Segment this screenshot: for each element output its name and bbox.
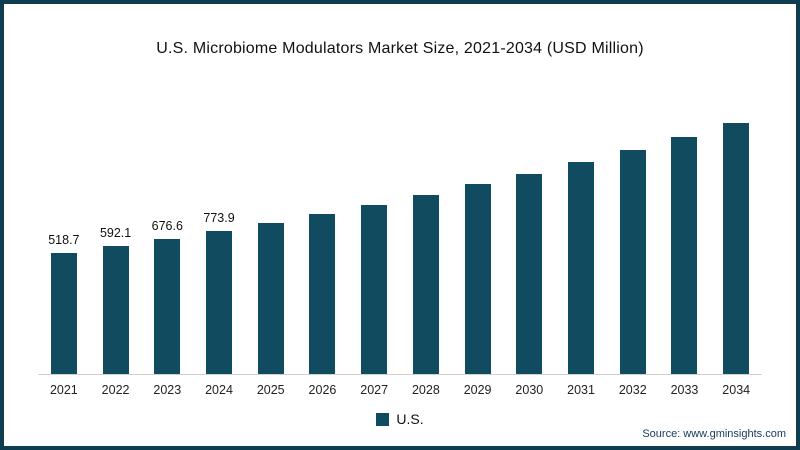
- source-attribution: Source: www.gminsights.com: [642, 428, 786, 440]
- bar: [102, 246, 129, 374]
- bar-column: [607, 130, 659, 374]
- bar: [361, 205, 388, 374]
- legend-swatch-icon: [376, 412, 390, 426]
- legend-label: U.S.: [396, 411, 424, 427]
- bar-column: [348, 185, 400, 374]
- plot-area: 518.7 592.1 676.6 773.9: [38, 86, 762, 375]
- bar-value-label: 518.7: [48, 233, 80, 247]
- bar-chart: 518.7 592.1 676.6 773.9 2021 2022 2023 2024 202…: [38, 86, 762, 427]
- bar: [206, 231, 233, 374]
- bar: [154, 239, 181, 374]
- x-axis-label: 2033: [670, 383, 699, 397]
- bar: [671, 137, 698, 374]
- x-axis-label: 2022: [101, 383, 130, 397]
- x-axis-label: 2024: [205, 383, 233, 397]
- x-axis-label: 2028: [411, 383, 440, 397]
- x-axis-labels: 2021 2022 2023 2024 2025 2026 2027 2028 2029 2030…: [38, 375, 762, 397]
- bar-value-label: 773.9: [203, 211, 235, 225]
- bar: [50, 253, 77, 374]
- bar: [619, 150, 646, 374]
- bar-column: [659, 117, 711, 374]
- bar-column: [503, 154, 555, 374]
- x-axis-label: 2030: [515, 383, 544, 397]
- bar: [412, 195, 439, 374]
- bar: [516, 174, 543, 374]
- bar: [309, 214, 336, 374]
- bar-column: 676.6: [141, 219, 193, 374]
- x-axis-label: 2034: [722, 383, 751, 397]
- bar-column: [245, 203, 297, 374]
- x-axis-label: 2031: [567, 383, 595, 397]
- x-axis-label: 2027: [360, 383, 389, 397]
- bar: [568, 162, 595, 374]
- bar: [723, 123, 750, 374]
- bar-column: [297, 194, 349, 374]
- chart-title: U.S. Microbiome Modulators Market Size, …: [156, 40, 644, 57]
- x-axis-label: 2026: [308, 383, 337, 397]
- x-axis-label: 2025: [256, 383, 285, 397]
- x-axis-label: 2029: [463, 383, 492, 397]
- bar-column: [710, 103, 762, 374]
- bar-column: [452, 164, 504, 374]
- x-axis-label: 2032: [618, 383, 647, 397]
- x-axis-label: 2021: [49, 383, 78, 397]
- bar-column: 592.1: [90, 226, 142, 374]
- bar-column: [555, 142, 607, 374]
- bar-column: [400, 175, 452, 374]
- bar-column: 773.9: [193, 211, 245, 374]
- bar-value-label: 676.6: [151, 219, 183, 233]
- bar-value-label: 592.1: [99, 226, 132, 240]
- x-axis-label: 2023: [153, 383, 182, 397]
- bar: [464, 184, 491, 374]
- bar: [257, 223, 284, 374]
- bar-column: 518.7: [38, 233, 90, 374]
- legend: U.S.: [38, 411, 762, 427]
